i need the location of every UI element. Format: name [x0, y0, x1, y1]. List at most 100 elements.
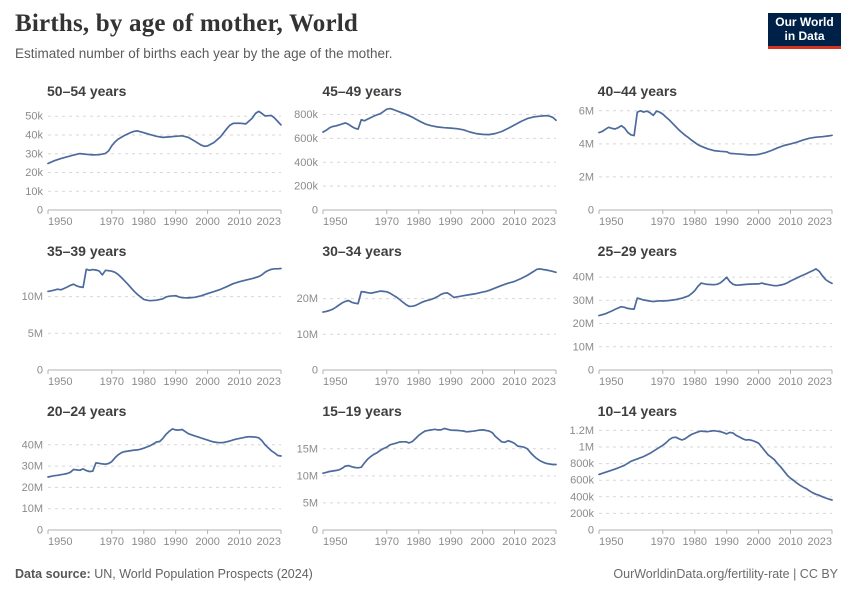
data-source-label: Data source:: [15, 567, 91, 581]
chart-title-20-24: 20–24 years: [47, 403, 127, 419]
data-source-note: Data source: UN, World Population Prospe…: [15, 567, 313, 581]
svg-text:2023: 2023: [807, 536, 831, 548]
svg-text:1970: 1970: [650, 376, 674, 388]
svg-text:30M: 30M: [572, 295, 593, 307]
svg-text:1970: 1970: [375, 536, 399, 548]
svg-text:1950: 1950: [48, 536, 72, 548]
svg-text:1990: 1990: [714, 536, 738, 548]
chart-20-24-years: 0 10M 20M 30M 40M 1950 1970 1980 1990 2000 2010 202…: [22, 428, 282, 548]
svg-text:1980: 1980: [407, 536, 431, 548]
chart-title-30-34: 30–34 years: [322, 243, 402, 259]
svg-text:2023: 2023: [257, 216, 281, 228]
svg-text:1990: 1990: [439, 216, 463, 228]
chart-panel-45-49: 45–49 years 0 200k 400k 600k 800k 1950 1970 198…: [287, 82, 562, 232]
svg-text:600k: 600k: [294, 133, 318, 145]
svg-text:1980: 1980: [682, 216, 706, 228]
svg-text:1970: 1970: [650, 216, 674, 228]
svg-text:2023: 2023: [532, 376, 556, 388]
svg-text:200k: 200k: [570, 508, 594, 520]
svg-text:2000: 2000: [195, 376, 219, 388]
owid-logo-line2: in Data: [784, 29, 825, 43]
svg-text:1M: 1M: [578, 442, 593, 454]
svg-text:2010: 2010: [503, 536, 527, 548]
small-multiples-grid: 50–54 years 0 10k 20k 30k 40k 50k 1950 1970 1980…: [12, 82, 838, 552]
svg-text:2023: 2023: [532, 536, 556, 548]
svg-text:1990: 1990: [439, 536, 463, 548]
svg-text:2000: 2000: [195, 216, 219, 228]
svg-text:1990: 1990: [714, 216, 738, 228]
svg-text:400k: 400k: [294, 157, 318, 169]
svg-text:2000: 2000: [746, 376, 770, 388]
svg-text:20k: 20k: [25, 167, 43, 179]
chart-footer: Data source: UN, World Population Prospe…: [15, 567, 838, 581]
svg-text:1950: 1950: [48, 376, 72, 388]
svg-text:1950: 1950: [599, 376, 623, 388]
svg-text:5M: 5M: [303, 497, 318, 509]
svg-text:1950: 1950: [323, 376, 347, 388]
attribution-link[interactable]: OurWorldinData.org/fertility-rate | CC B…: [613, 567, 838, 581]
chart-title-15-19: 15–19 years: [322, 403, 402, 419]
svg-text:2010: 2010: [778, 536, 802, 548]
svg-text:2010: 2010: [503, 376, 527, 388]
chart-title-50-54: 50–54 years: [47, 83, 127, 99]
svg-text:1950: 1950: [48, 216, 72, 228]
svg-text:2010: 2010: [503, 216, 527, 228]
svg-text:1950: 1950: [599, 536, 623, 548]
chart-45-49-years: 0 200k 400k 600k 800k 1950 1970 1980 1990 2000 201…: [294, 107, 558, 228]
svg-text:30k: 30k: [25, 148, 43, 160]
chart-panel-25-29: 25–29 years 0 10M 20M 30M 40M 1950 1970 1980 199…: [563, 242, 838, 392]
svg-text:200k: 200k: [294, 181, 318, 193]
chart-header: Births, by age of mother, World Estimate…: [15, 10, 755, 61]
svg-text:20M: 20M: [297, 293, 318, 305]
chart-title-40-44: 40–44 years: [597, 83, 678, 99]
svg-text:40k: 40k: [25, 130, 43, 142]
svg-text:0: 0: [588, 525, 594, 537]
svg-text:0: 0: [312, 525, 318, 537]
svg-text:1970: 1970: [650, 536, 674, 548]
chart-title-25-29: 25–29 years: [597, 243, 678, 259]
svg-text:2023: 2023: [257, 376, 281, 388]
svg-text:10M: 10M: [572, 341, 593, 353]
svg-text:2000: 2000: [746, 536, 770, 548]
svg-text:2M: 2M: [578, 171, 593, 183]
svg-text:600k: 600k: [570, 475, 594, 487]
svg-text:2000: 2000: [471, 216, 495, 228]
svg-text:20M: 20M: [572, 318, 593, 330]
svg-text:10M: 10M: [22, 291, 43, 303]
chart-35-39-years: 0 5M 10M 1950 1970 1980 1990 2000 2010 2023: [22, 267, 282, 388]
svg-text:1980: 1980: [132, 216, 156, 228]
chart-15-19-years: 0 5M 10M 15M 1950 1970 1980 1990 2000 2010 2023: [297, 427, 558, 548]
data-source-text: UN, World Population Prospects (2024): [90, 567, 313, 581]
svg-text:1990: 1990: [714, 376, 738, 388]
svg-text:2000: 2000: [195, 536, 219, 548]
svg-text:2023: 2023: [807, 216, 831, 228]
chart-panel-30-34: 30–34 years 0 10M 20M 1950 1970 1980 1990 2000 2…: [287, 242, 562, 392]
svg-text:1950: 1950: [323, 216, 347, 228]
chart-title-45-49: 45–49 years: [322, 83, 402, 99]
svg-text:0: 0: [37, 525, 43, 537]
svg-text:800k: 800k: [570, 458, 594, 470]
svg-text:0: 0: [312, 365, 318, 377]
chart-panel-35-39: 35–39 years 0 5M 10M 1950 1970 1980 1990 2000 20…: [12, 242, 287, 392]
svg-text:1950: 1950: [323, 536, 347, 548]
svg-text:2023: 2023: [807, 376, 831, 388]
svg-text:1990: 1990: [163, 536, 187, 548]
chart-25-29-years: 0 10M 20M 30M 40M 1950 1970 1980 1990 2000 2010 202…: [572, 268, 833, 388]
svg-text:1970: 1970: [100, 216, 124, 228]
svg-text:1950: 1950: [599, 216, 623, 228]
owid-logo-line1: Our World: [775, 15, 834, 29]
svg-text:2010: 2010: [227, 376, 251, 388]
svg-text:1970: 1970: [375, 216, 399, 228]
svg-text:2010: 2010: [778, 216, 802, 228]
svg-text:2010: 2010: [227, 536, 251, 548]
chart-panel-50-54: 50–54 years 0 10k 20k 30k 40k 50k 1950 1970 1980…: [12, 82, 287, 232]
chart-50-54-years: 0 10k 20k 30k 40k 50k 1950 1970 1980 1990 2000 2010…: [25, 110, 282, 228]
owid-logo[interactable]: Our World in Data: [768, 13, 841, 49]
chart-30-34-years: 0 10M 20M 1950 1970 1980 1990 2000 2010 2023: [297, 268, 558, 388]
chart-title-35-39: 35–39 years: [47, 243, 127, 259]
svg-text:400k: 400k: [570, 491, 594, 503]
svg-text:2000: 2000: [471, 376, 495, 388]
svg-text:1980: 1980: [407, 216, 431, 228]
svg-text:2000: 2000: [471, 536, 495, 548]
svg-text:1990: 1990: [163, 216, 187, 228]
